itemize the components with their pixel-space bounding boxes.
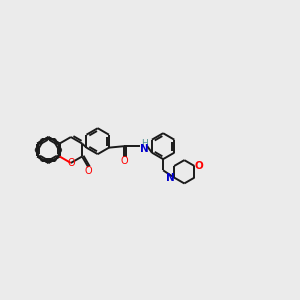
Text: O: O [194,161,203,171]
Text: N: N [140,143,149,154]
Text: N: N [166,172,175,183]
Text: O: O [84,166,92,176]
Text: O: O [120,156,128,166]
Text: H: H [142,139,148,148]
Text: O: O [67,158,75,168]
